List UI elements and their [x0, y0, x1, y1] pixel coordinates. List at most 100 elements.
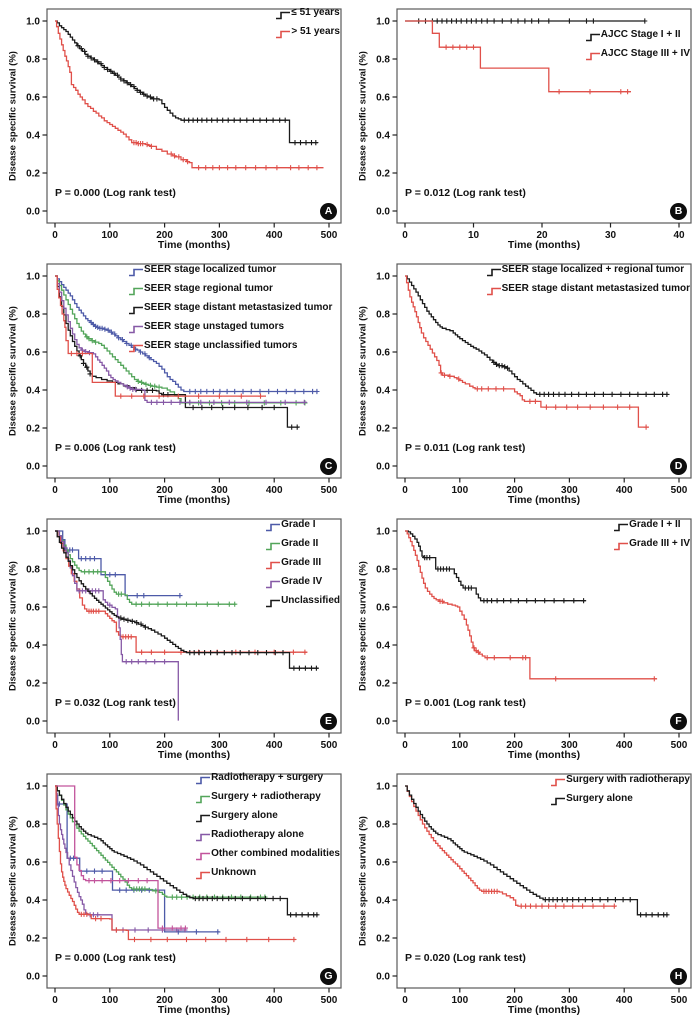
- legend-item-surgery-radiotherapy: Surgery + radiotherapy: [195, 791, 340, 810]
- km-plot-G: 0 100 200 300 400 500 0.0 0.2 0.4 0.6 0.8 1.0: [26, 773, 342, 1006]
- legend-label: Surgery with radiotherapy: [566, 774, 690, 785]
- panel-C: 0 100 200 300 400 500 0.0 0.2 0.4 0.6 0.8 1.0 Diseas…: [0, 256, 350, 511]
- censor-marks-unclassified: [118, 615, 319, 671]
- y-tick-label: 1.0: [376, 782, 390, 793]
- x-tick-label: 400: [616, 740, 633, 751]
- step-line-icon: [275, 27, 291, 45]
- legend-item-radiotherapy-alone: Radiotherapy alone: [195, 829, 340, 848]
- legend: SEER stage localized tumor SEER stage reg…: [128, 264, 340, 359]
- step-line-icon: [128, 303, 144, 321]
- legend-item-seer-stage-distant-metastasized-tumor: SEER stage distant metastasized tumor: [486, 283, 690, 302]
- panel-badge-A: A: [320, 203, 337, 220]
- censor-marks-51-years: [131, 140, 320, 171]
- censor-marks-grade-iii-iv: [437, 598, 657, 682]
- legend-label: SEER stage distant metastasized tumor: [501, 283, 690, 294]
- legend-item-grade-i: Grade I: [265, 519, 340, 538]
- legend-label: Other combined modalities: [211, 848, 340, 859]
- x-tick-label: 400: [616, 485, 633, 496]
- y-tick-label: 0.4: [376, 386, 390, 397]
- y-tick-label: 0.0: [26, 207, 40, 218]
- y-tick-label: 0.4: [26, 896, 40, 907]
- step-line-icon: [128, 322, 144, 340]
- y-tick-label: 1.0: [26, 272, 40, 283]
- censor-marks-seer-stage-unstaged-tumors: [79, 347, 307, 405]
- legend-item-seer-stage-distant-metastasized-tumor: SEER stage distant metastasized tumor: [128, 302, 340, 321]
- censor-marks-surgery-with-radiotherapy: [481, 888, 617, 909]
- censor-marks-grade-i-ii: [422, 555, 587, 604]
- x-tick-label: 200: [156, 230, 173, 241]
- legend-item-ajcc-stage-iii-iv: AJCC Stage III + IV: [585, 48, 690, 67]
- legend: AJCC Stage I + II AJCC Stage III + IV: [585, 29, 690, 67]
- legend-label: Radiotherapy + surgery: [211, 772, 324, 783]
- y-tick-label: 0.2: [26, 679, 40, 690]
- km-plot-A: 0 100 200 300 400 500 0.0 0.2 0.4 0.6 0.8 1.0: [26, 8, 342, 241]
- x-tick-label: 300: [211, 740, 228, 751]
- step-line-icon: [613, 520, 629, 538]
- y-tick-label: 0.8: [376, 820, 390, 831]
- step-line-icon: [265, 558, 281, 576]
- step-line-icon: [195, 792, 211, 810]
- plot-border: [46, 518, 342, 734]
- y-tick-label: 0.8: [26, 310, 40, 321]
- x-axis-label: Time (months): [157, 494, 231, 506]
- y-tick-label: 0.6: [26, 348, 40, 359]
- panel-badge-E: E: [320, 713, 337, 730]
- legend-item-grade-iii: Grade III: [265, 557, 340, 576]
- step-line-icon: [585, 30, 601, 48]
- x-tick-label: 0: [402, 230, 408, 241]
- plot-border: [396, 263, 692, 479]
- legend-item-seer-stage-regional-tumor: SEER stage regional tumor: [128, 283, 340, 302]
- legend-item-grade-iii-iv: Grade III + IV: [613, 538, 690, 557]
- x-tick-label: 0: [52, 485, 58, 496]
- legend-item-seer-stage-localized-tumor: SEER stage localized tumor: [128, 264, 340, 283]
- x-tick-label: 100: [101, 485, 118, 496]
- x-tick-label: 300: [211, 995, 228, 1006]
- legend-item-seer-stage-unstaged-tumors: SEER stage unstaged tumors: [128, 321, 340, 340]
- panel-F: 0 100 200 300 400 500 0.0 0.2 0.4 0.6 0.8 1.0 Diseas…: [350, 511, 700, 766]
- step-line-icon: [585, 49, 601, 67]
- survival-curve-grade-i: [55, 530, 181, 597]
- x-tick-label: 200: [506, 740, 523, 751]
- step-line-icon: [265, 596, 281, 614]
- y-tick-label: 0.6: [26, 858, 40, 869]
- panel-badge-F: F: [670, 713, 687, 730]
- step-line-icon: [265, 577, 281, 595]
- p-value-label: P = 0.020 (Log rank test): [405, 952, 526, 964]
- x-tick-label: 40: [673, 230, 685, 241]
- x-tick-label: 300: [561, 740, 578, 751]
- x-tick-label: 300: [211, 230, 228, 241]
- legend-item-other-combined-modalities: Other combined modalities: [195, 848, 340, 867]
- step-line-icon: [195, 773, 211, 791]
- p-value-label: P = 0.032 (Log rank test): [55, 697, 176, 709]
- x-axis-label: Time (months): [507, 1004, 581, 1016]
- panel-G: 0 100 200 300 400 500 0.0 0.2 0.4 0.6 0.8 1.0 Diseas…: [0, 766, 350, 1021]
- censor-marks-seer-stage-distant-metastasized-tumor: [438, 370, 649, 430]
- x-tick-label: 100: [451, 995, 468, 1006]
- y-tick-label: 0.6: [26, 603, 40, 614]
- x-tick-label: 0: [402, 485, 408, 496]
- y-tick-label: 0.0: [26, 972, 40, 983]
- p-value-label: P = 0.012 (Log rank test): [405, 187, 526, 199]
- legend-item-surgery-with-radiotherapy: Surgery with radiotherapy: [550, 774, 690, 793]
- panel-badge-H: H: [670, 968, 687, 985]
- x-tick-label: 100: [101, 740, 118, 751]
- step-line-icon: [550, 794, 566, 812]
- x-tick-label: 30: [605, 230, 617, 241]
- panel-D: 0 100 200 300 400 500 0.0 0.2 0.4 0.6 0.8 1.0 Diseas…: [350, 256, 700, 511]
- y-tick-label: 0.4: [26, 641, 40, 652]
- legend-item-grade-iv: Grade IV: [265, 576, 340, 595]
- step-line-icon: [486, 284, 502, 302]
- y-tick-label: 0.6: [376, 348, 390, 359]
- p-value-label: P = 0.006 (Log rank test): [55, 442, 176, 454]
- survival-curve-seer-stage-unclassified-tumors: [55, 275, 266, 397]
- step-line-icon: [195, 811, 211, 829]
- x-tick-label: 400: [266, 485, 283, 496]
- legend-label: Unclassified: [281, 595, 340, 606]
- legend-label: SEER stage unstaged tumors: [144, 321, 285, 332]
- legend-label: SEER stage localized + regional tumor: [501, 264, 685, 275]
- plot-border: [396, 773, 692, 989]
- legend-label: ≤ 51 years: [291, 7, 340, 18]
- y-tick-label: 0.8: [376, 565, 390, 576]
- y-tick-label: 0.2: [26, 169, 40, 180]
- y-tick-label: 0.4: [376, 131, 390, 142]
